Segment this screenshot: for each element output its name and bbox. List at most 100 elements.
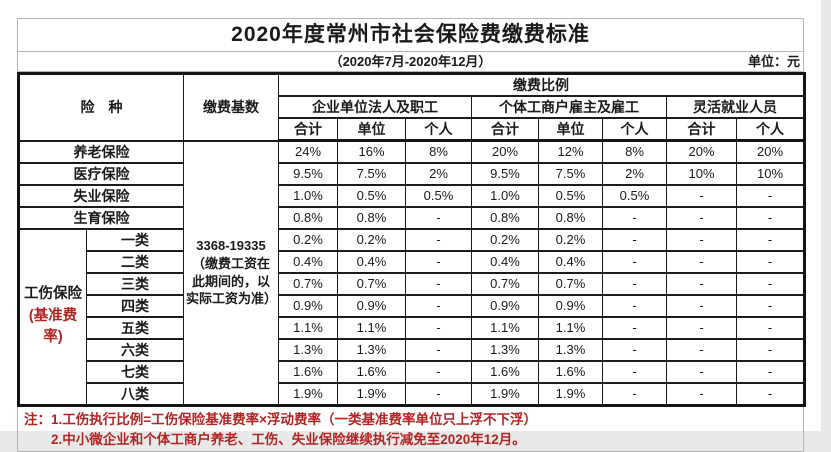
ratio-cell: 1.9%	[337, 381, 406, 406]
ratio-cell: 1.0%	[471, 183, 539, 208]
ratio-cell: 8%	[602, 139, 667, 164]
ratio-cell: -	[666, 381, 737, 406]
ratio-cell: 8%	[405, 139, 472, 164]
ratio-cell: 16%	[337, 139, 406, 164]
ratio-cell: 0.4%	[337, 249, 406, 274]
ratio-cell: -	[602, 271, 667, 296]
ratio-cell: 1.1%	[278, 315, 338, 340]
ratio-cell: 0.8%	[471, 205, 539, 230]
table-row: 六类 1.3% 1.3% -1.3% 1.3% - - -	[19, 337, 805, 362]
table-row: 生育保险 0.8% 0.8% -0.8% 0.8% - - -	[18, 205, 805, 230]
ratio-cell: 0.5%	[538, 183, 603, 208]
ratio-cell: 1.6%	[471, 359, 539, 384]
insurance-name-cell: 生育保险	[18, 205, 184, 230]
ratio-cell: -	[405, 205, 472, 230]
ratio-cell: 0.8%	[538, 205, 603, 230]
ratio-cell: 1.1%	[538, 315, 603, 340]
ratio-cell: -	[602, 249, 667, 274]
table-row: 三类 0.7% 0.7% -0.7% 0.7% - - -	[19, 271, 805, 296]
header-row-1: 险 种 缴费基数 缴费比例	[18, 72, 805, 142]
footnotes: 注：1.工伤执行比例=工伤保险基准费率×浮动费率（一类基准费率单位只上浮不下浮）…	[17, 406, 804, 452]
ratio-cell: 9.5%	[471, 161, 539, 186]
ratio-cell: 0.2%	[538, 227, 603, 252]
group-header-enterprise: 企业单位法人及职工	[278, 95, 472, 119]
subtitle-row: （2020年7月-2020年12月） 单位：元	[17, 52, 804, 72]
ratio-cell: -	[736, 271, 805, 296]
ratio-cell: 0.4%	[538, 249, 603, 274]
ratio-cell: -	[736, 381, 805, 406]
subcol-header-personal: 个人	[405, 117, 472, 142]
ratio-cell: -	[736, 227, 805, 252]
ratio-cell: 20%	[666, 139, 737, 164]
subcol-header-total: 合计	[666, 117, 737, 142]
ratio-cell: -	[736, 337, 805, 362]
ratio-cell: 0.8%	[278, 205, 338, 230]
ratio-cell: -	[405, 249, 472, 274]
ratio-cell: 20%	[736, 139, 805, 164]
ratio-cell: 1.6%	[278, 359, 338, 384]
injury-class-name-cell: 一类	[86, 227, 184, 252]
injury-class-name-cell: 二类	[86, 249, 184, 274]
table-body: 养老保险 3368-19335 （缴费工资在此期间的，以实际工资为准） 24% 16%…	[18, 139, 805, 406]
subcol-header-employer: 单位	[337, 117, 406, 142]
date-range-subtitle: （2020年7月-2020年12月）	[329, 54, 492, 69]
ratio-cell: 1.6%	[538, 359, 603, 384]
subcol-header-employer: 单位	[538, 117, 603, 142]
ratio-cell: 0.8%	[337, 205, 406, 230]
ratio-cell: -	[736, 249, 805, 274]
ratio-cell: -	[405, 381, 472, 406]
insurance-name-cell: 失业保险	[18, 183, 184, 208]
ratio-cell: 12%	[538, 139, 603, 164]
ratio-cell: -	[666, 337, 737, 362]
table-header: 险 种 缴费基数 缴费比例 企业单位法人及职工 个体工商户雇主及雇工 灵活就业人…	[18, 72, 805, 142]
injury-insurance-label-cell: 工伤保险 (基准费率)	[18, 227, 87, 406]
ratio-cell: 0.4%	[471, 249, 539, 274]
ratio-cell: 0.4%	[278, 249, 338, 274]
injury-class-name-cell: 三类	[86, 271, 184, 296]
ratio-cell: 1.9%	[471, 381, 539, 406]
header-row-2: 企业单位法人及职工 个体工商户雇主及雇工 灵活就业人员	[19, 95, 805, 119]
ratio-cell: 0.9%	[337, 293, 406, 318]
col-header-payment-ratio: 缴费比例	[278, 72, 805, 97]
unit-label: 单位：元	[747, 54, 800, 69]
table-row: 四类 0.9% 0.9% -0.9% 0.9% - - -	[19, 293, 805, 318]
ratio-cell: 1.9%	[278, 381, 338, 406]
table-row: 工伤保险(基准费率) 一类 0.2% 0.2% -0.2% 0.2% - - -	[18, 227, 805, 406]
footnote-line: 注：1.工伤执行比例=工伤保险基准费率×浮动费率（一类基准费率单位只上浮不下浮）	[24, 411, 538, 427]
ratio-cell: 7.5%	[538, 161, 603, 186]
header-row-3: 合计 单位 个人 合计 单位 个人 合计 个人	[19, 117, 805, 142]
ratio-cell: -	[736, 183, 805, 208]
ratio-cell: 1.3%	[337, 337, 406, 362]
ratio-cell: -	[602, 359, 667, 384]
ratio-cell: 0.5%	[337, 183, 406, 208]
table-row: 五类 1.1% 1.1% -1.1% 1.1% - - -	[19, 315, 805, 340]
table-row: 失业保险 1.0% 0.5% 0.5% 1.0% 0.5% 0.5% - -	[18, 183, 805, 208]
table-row: 医疗保险 9.5% 7.5% 2% 9.5% 7.5% 2% 10% 10%	[18, 161, 805, 186]
ratio-cell: 1.9%	[538, 381, 603, 406]
ratio-cell: 0.2%	[337, 227, 406, 252]
ratio-cell: 20%	[471, 139, 539, 164]
injury-class-name-cell: 八类	[86, 381, 184, 406]
insurance-name-cell: 养老保险	[18, 139, 184, 164]
ratio-cell: 7.5%	[337, 161, 406, 186]
ratio-cell: -	[405, 271, 472, 296]
ratio-cell: 0.2%	[471, 227, 539, 252]
ratio-cell: 1.1%	[471, 315, 539, 340]
ratio-cell: -	[666, 205, 737, 230]
ratio-cell: -	[736, 205, 805, 230]
ratio-cell: -	[666, 293, 737, 318]
ratio-cell: 0.9%	[471, 293, 539, 318]
ratio-cell: -	[666, 315, 737, 340]
ratio-cell: -	[405, 359, 472, 384]
ratio-cell: 1.1%	[337, 315, 406, 340]
ratio-cell: -	[405, 337, 472, 362]
ratio-cell: -	[405, 227, 472, 252]
injury-class-name-cell: 四类	[86, 293, 184, 318]
ratio-cell: 1.3%	[278, 337, 338, 362]
ratio-cell: -	[602, 381, 667, 406]
group-header-individual-business: 个体工商户雇主及雇工	[471, 95, 667, 119]
ratio-cell: -	[736, 315, 805, 340]
table-row: 七类 1.6% 1.6% -1.6% 1.6% - - -	[19, 359, 805, 384]
ratio-cell: 1.3%	[471, 337, 539, 362]
ratio-cell: -	[405, 315, 472, 340]
